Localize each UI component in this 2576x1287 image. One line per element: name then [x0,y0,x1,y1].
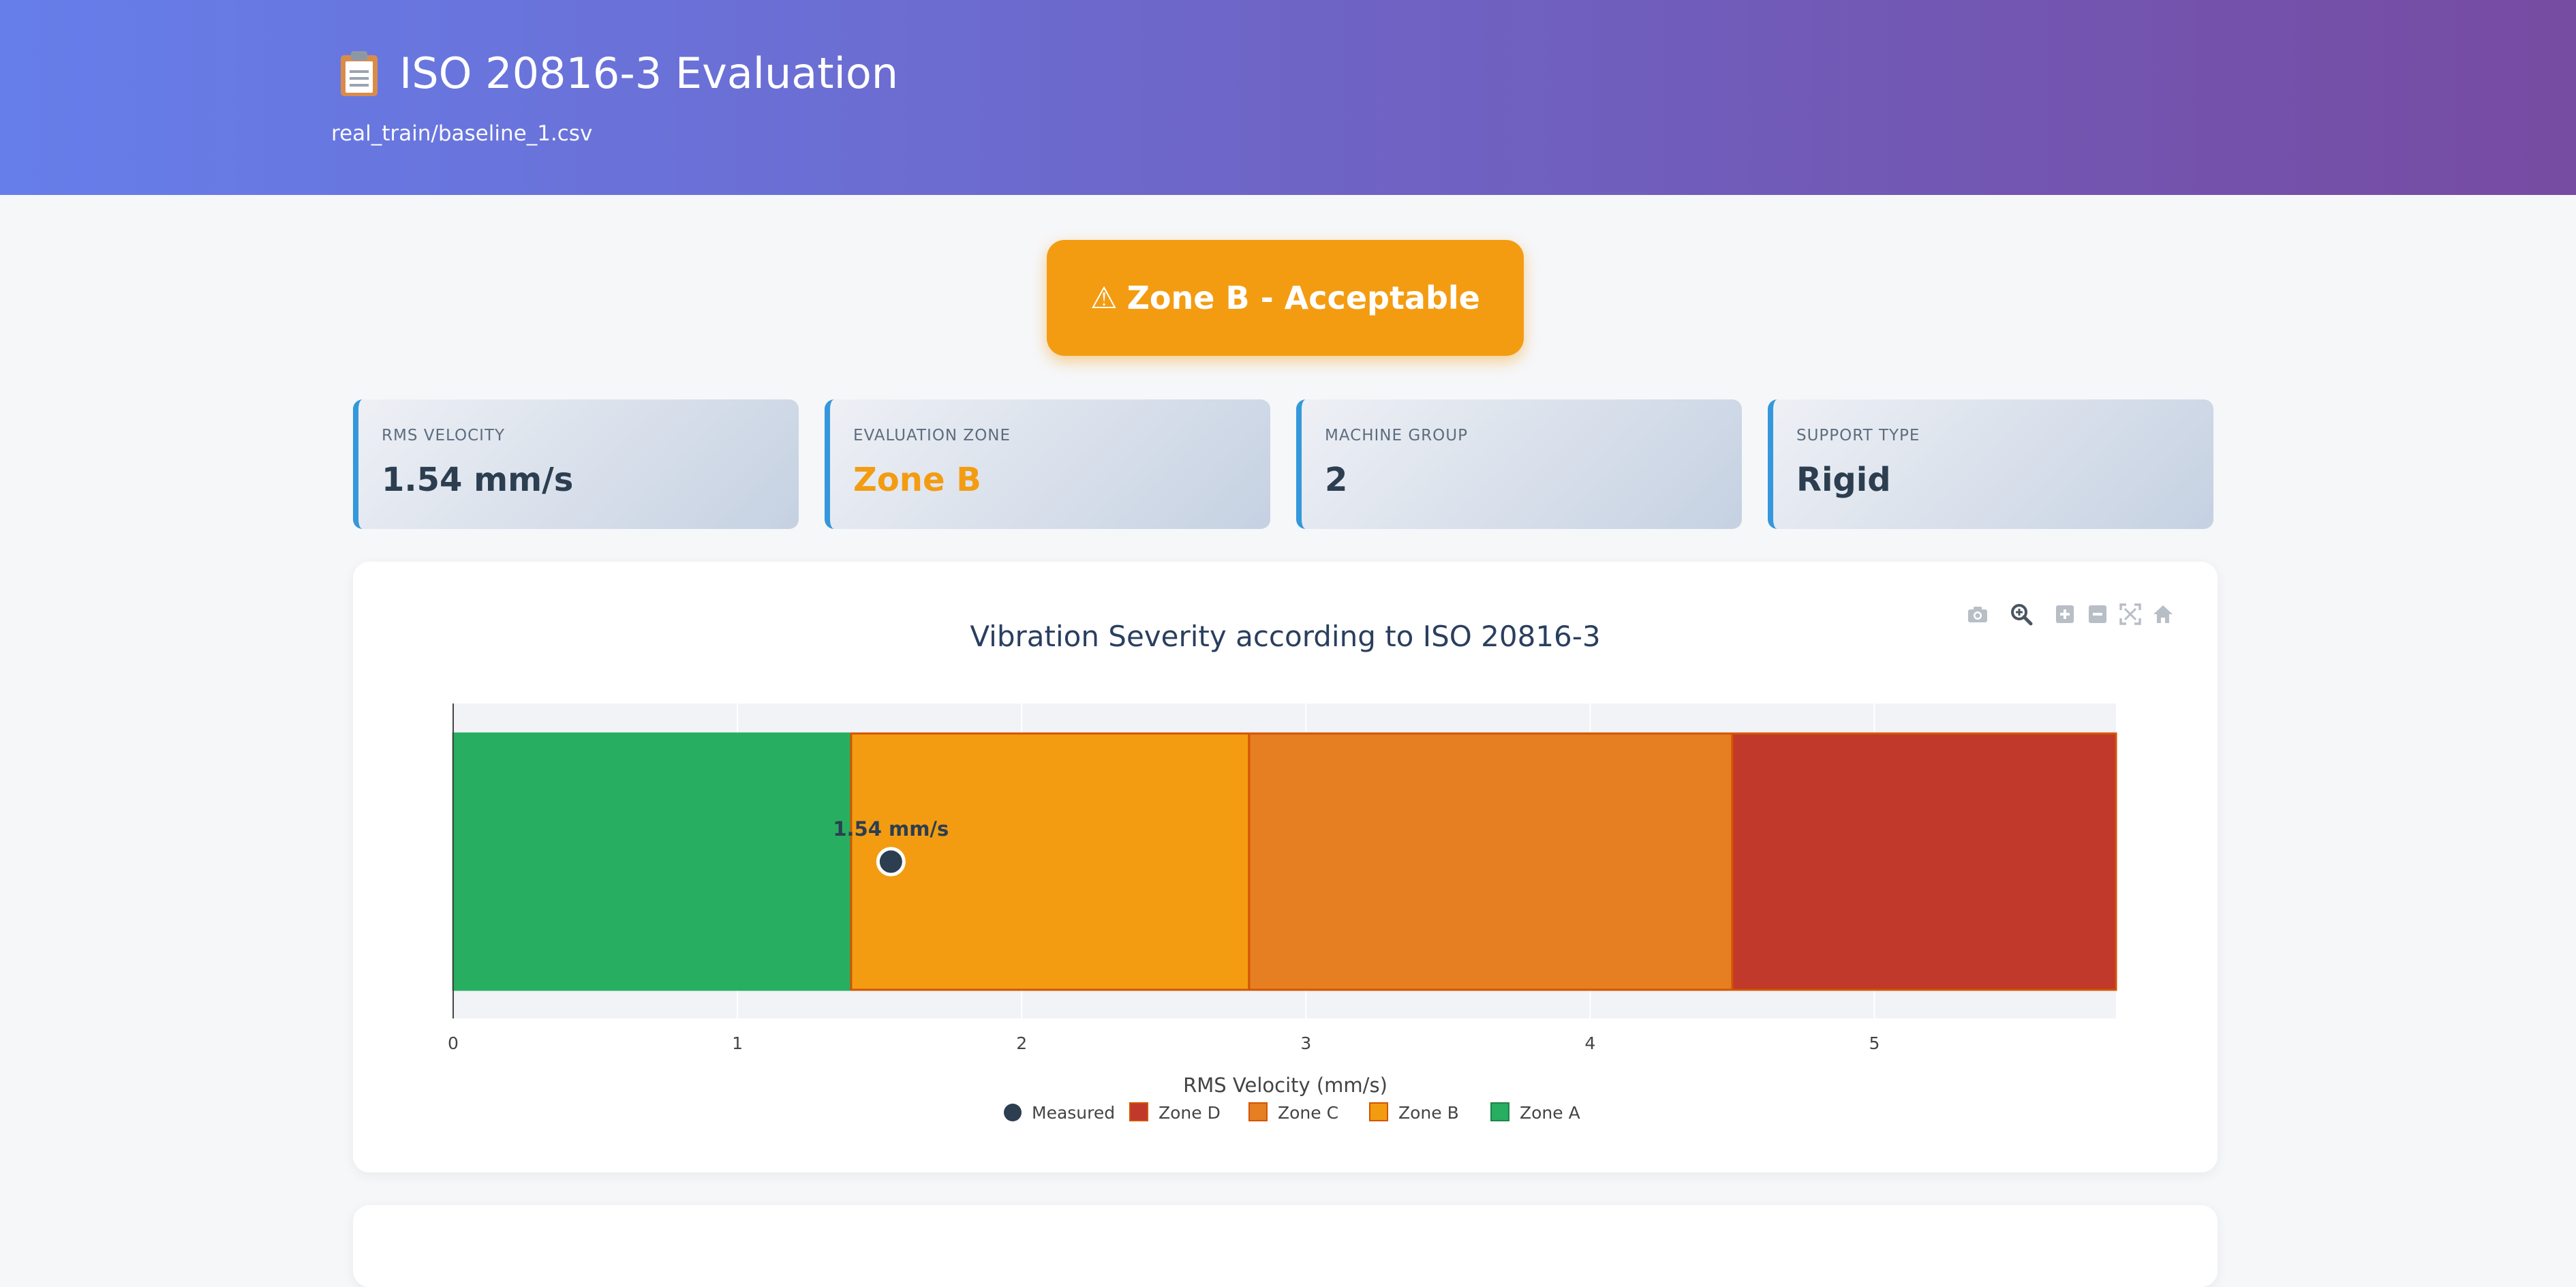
autoscale-icon[interactable] [2119,603,2142,626]
x-tick-label: 4 [1584,1033,1595,1053]
legend-item-zone-c[interactable]: Zone C [1248,1102,1338,1123]
x-tick-label: 1 [732,1033,743,1053]
metric-card-rms-velocity: RMS VELOCITY 1.54 mm/s [353,399,799,529]
x-tick-label: 2 [1016,1033,1027,1053]
zoom-out-icon[interactable] [2086,603,2109,626]
vibration-severity-chart: Vibration Severity according to ISO 2081… [448,620,2117,1123]
legend-symbol [1369,1102,1388,1121]
metric-value: Zone B [853,461,981,499]
x-tick-label: 3 [1300,1033,1311,1053]
zone-bar-zone-b[interactable] [850,732,1251,991]
metric-label: RMS VELOCITY [382,427,506,444]
x-axis-ticks: 0 1 2 3 4 5 [448,1033,1880,1053]
zone-status-text: Zone B - Acceptable [1126,279,1480,316]
legend-label: Zone D [1159,1103,1221,1123]
warning-icon: ⚠ [1090,280,1118,316]
measured-marker-group: 1.54 mm/s [833,817,949,877]
page-header: ISO 20816-3 Evaluation real_train/baseli… [0,0,2576,195]
metric-card-support-type: SUPPORT TYPE Rigid [1768,399,2213,529]
legend-item-measured[interactable]: Measured [1004,1103,1115,1123]
measured-point[interactable] [876,847,906,877]
legend-label: Zone A [1520,1103,1580,1123]
x-axis-title: RMS Velocity (mm/s) [1183,1074,1387,1097]
metric-label: MACHINE GROUP [1325,427,1468,444]
legend-symbol [1129,1102,1148,1121]
zone-bar-zone-a[interactable] [452,732,853,991]
metric-value: Rigid [1796,461,1891,499]
chart-title: Vibration Severity according to ISO 2081… [970,620,1600,653]
zone-bar-zone-d[interactable] [1731,732,2117,991]
legend-symbol [1248,1102,1268,1121]
file-path: real_train/baseline_1.csv [331,121,593,146]
metric-label: SUPPORT TYPE [1796,427,1920,444]
metric-card-machine-group: MACHINE GROUP 2 [1296,399,1742,529]
x-tick-label: 0 [448,1033,459,1053]
legend-symbol [1004,1104,1022,1121]
metric-card-evaluation-zone: EVALUATION ZONE Zone B [825,399,1270,529]
zone-bars [452,732,2117,991]
page-title: ISO 20816-3 Evaluation [339,45,898,102]
secondary-panel [353,1205,2218,1287]
clipboard-icon [339,51,379,96]
legend-label: Measured [1032,1103,1115,1123]
legend-item-zone-d[interactable]: Zone D [1129,1102,1221,1123]
metric-label: EVALUATION ZONE [853,427,1011,444]
metric-value: 1.54 mm/s [382,461,574,499]
zone-status-banner: ⚠ Zone B - Acceptable [1047,240,1524,356]
page-title-text: ISO 20816-3 Evaluation [399,48,899,98]
legend-label: Zone B [1398,1103,1459,1123]
zoom-icon[interactable] [2010,603,2033,626]
legend-item-zone-a[interactable]: Zone A [1490,1102,1580,1123]
legend-symbol [1490,1102,1509,1121]
x-tick-label: 5 [1869,1033,1880,1053]
zone-bar-zone-c[interactable] [1248,732,1734,991]
chart-legend: Measured Zone D Zone C Zone B Zone A [1004,1102,1580,1123]
metric-value: 2 [1325,461,1348,499]
measured-label: 1.54 mm/s [833,817,949,841]
legend-label: Zone C [1278,1103,1338,1123]
zoom-in-icon[interactable] [2053,603,2076,626]
camera-icon[interactable] [1966,603,1989,626]
reset-axes-home-icon[interactable] [2151,603,2175,626]
legend-item-zone-b[interactable]: Zone B [1369,1102,1459,1123]
